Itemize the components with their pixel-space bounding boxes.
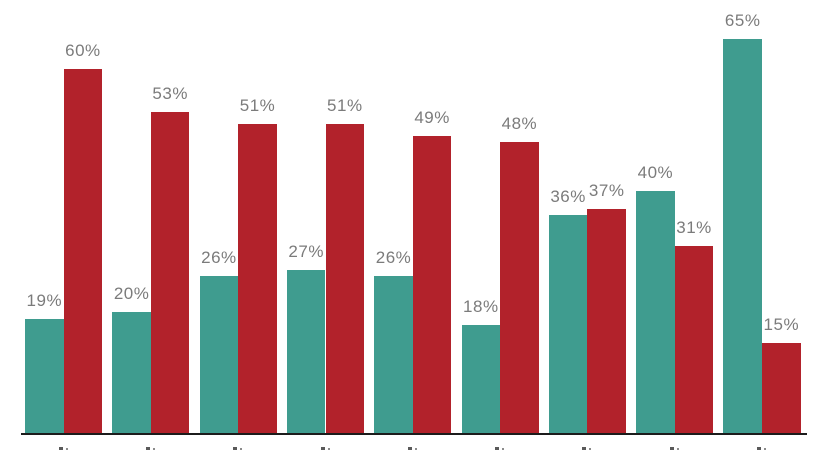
x-tick-label-fragment-2 <box>145 447 150 450</box>
x-tick-label-fragment-dot-8 <box>676 448 679 450</box>
bar-teal-8 <box>636 190 675 434</box>
bar-teal-7 <box>548 215 588 434</box>
x-tick-label-fragment-8 <box>669 447 674 450</box>
bar-value-label-red-1: 60% <box>65 41 101 61</box>
x-tick-label-fragment-7 <box>582 447 587 450</box>
bar-value-label-red-7: 37% <box>588 181 625 200</box>
bar-value-label-red-3: 51% <box>239 95 276 115</box>
bar-red-9 <box>762 342 801 434</box>
bar-teal-3 <box>199 275 239 434</box>
bar-red-8 <box>674 245 714 434</box>
bar-value-label-teal-3: 26% <box>201 247 237 267</box>
x-tick-label-fragment-dot-9 <box>764 448 766 450</box>
bar-value-label-red-9: 15% <box>763 314 800 334</box>
bar-red-6 <box>500 142 539 434</box>
bar-teal-9 <box>723 38 762 434</box>
bar-value-label-red-6: 48% <box>501 114 538 134</box>
bar-red-3 <box>238 123 277 434</box>
x-tick-label-fragment-1 <box>58 447 63 450</box>
x-tick-label-fragment-dot-2 <box>152 448 155 450</box>
x-tick-label-fragment-3 <box>233 447 238 450</box>
bar-value-label-teal-2: 20% <box>113 284 150 304</box>
bar-teal-6 <box>461 324 501 434</box>
bar-value-label-teal-8: 40% <box>637 162 674 182</box>
x-tick-label-fragment-5 <box>407 447 412 450</box>
bar-value-label-teal-4: 27% <box>288 241 324 261</box>
x-tick-label-fragment-dot-5 <box>414 448 417 450</box>
bar-value-label-teal-6: 18% <box>463 296 499 316</box>
bar-value-label-red-4: 51% <box>327 95 363 115</box>
x-tick-label-fragment-6 <box>495 447 500 450</box>
bar-value-label-teal-7: 36% <box>550 187 586 207</box>
bar-red-1 <box>63 69 103 434</box>
x-tick-label-fragment-dot-4 <box>327 448 330 450</box>
bar-value-label-teal-5: 26% <box>375 247 412 267</box>
bar-red-2 <box>150 111 190 434</box>
bar-teal-1 <box>25 318 64 434</box>
x-tick-label-fragment-9 <box>757 447 761 450</box>
bar-red-4 <box>325 123 365 434</box>
bar-red-5 <box>412 136 452 434</box>
bar-value-label-teal-1: 19% <box>26 290 63 310</box>
bar-value-label-red-8: 31% <box>676 217 712 237</box>
bar-teal-2 <box>112 312 151 434</box>
bar-value-label-red-5: 49% <box>414 108 450 128</box>
x-tick-label-fragment-dot-3 <box>240 448 243 450</box>
x-tick-label-fragment-dot-1 <box>65 448 68 450</box>
bar-value-label-teal-9: 65% <box>724 10 761 30</box>
bar-value-label-red-2: 53% <box>152 83 188 103</box>
bar-teal-4 <box>286 269 326 434</box>
x-tick-label-fragment-4 <box>320 447 325 450</box>
x-tick-label-fragment-dot-6 <box>502 448 505 450</box>
bar-teal-5 <box>374 275 413 434</box>
x-axis-line <box>21 433 807 435</box>
bar-red-7 <box>587 209 626 434</box>
x-tick-label-fragment-dot-7 <box>589 448 592 450</box>
